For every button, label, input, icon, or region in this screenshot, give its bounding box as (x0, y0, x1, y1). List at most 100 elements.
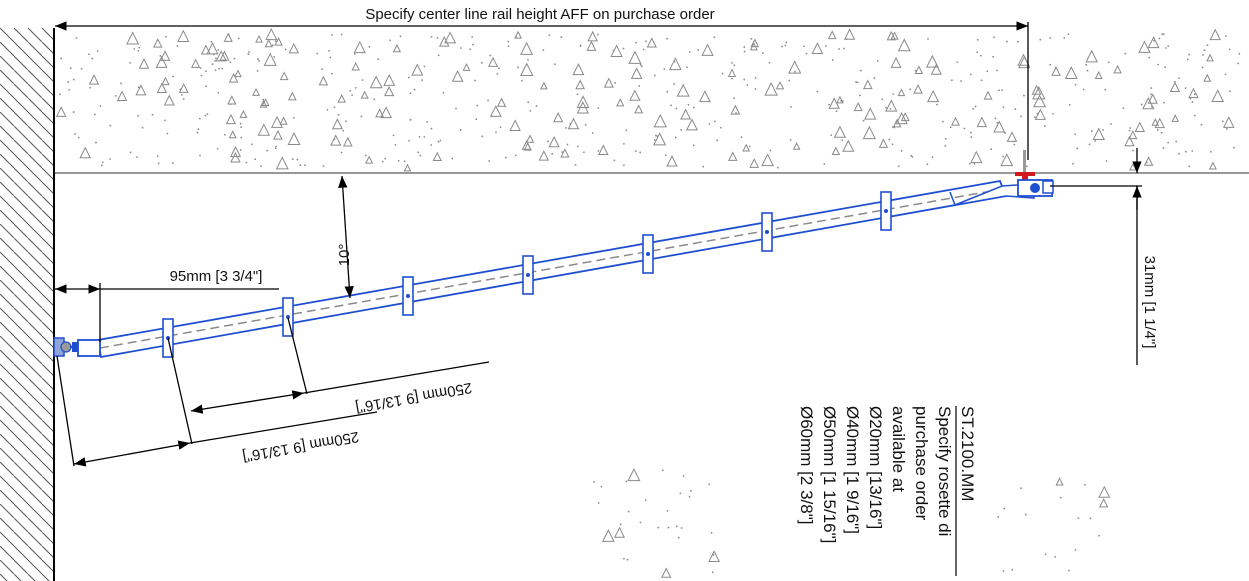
concrete-aggregate (487, 56, 499, 67)
concrete-speck (504, 156, 507, 159)
concrete-speck (88, 53, 90, 56)
concrete-speck (881, 98, 884, 101)
concrete-speck (1054, 555, 1057, 558)
concrete-speck (566, 143, 569, 146)
concrete-aggregate (764, 82, 778, 96)
concrete-speck (67, 81, 70, 84)
concrete-speck (1104, 88, 1107, 91)
concrete-aggregate (279, 71, 289, 81)
concrete-speck (576, 93, 579, 96)
concrete-speck (77, 136, 80, 139)
concrete-speck (1206, 44, 1209, 47)
concrete-speck (351, 94, 353, 97)
concrete-speck (397, 159, 400, 162)
concrete-speck (437, 140, 440, 143)
concrete-aggregate (538, 150, 550, 161)
concrete-speck (151, 113, 154, 116)
concrete-speck (421, 79, 423, 82)
concrete-speck (685, 66, 688, 69)
concrete-speck (713, 36, 716, 39)
concrete-aggregate (228, 130, 237, 139)
note-code: ST.2100.MM (958, 406, 977, 501)
concrete-aggregate (1208, 161, 1217, 170)
concrete-speck (639, 63, 642, 66)
concrete-speck (653, 74, 656, 77)
concrete-speck (480, 61, 483, 64)
concrete-aggregate (288, 42, 300, 54)
concrete-speck (215, 57, 217, 60)
top-dimension: Specify center line rail height AFF on p… (55, 6, 1029, 160)
concrete-speck (980, 79, 983, 82)
concrete-speck (228, 34, 230, 36)
concrete-speck (860, 69, 862, 72)
concrete-speck (830, 134, 833, 137)
concrete-aggregate (275, 156, 289, 170)
concrete-speck (1150, 93, 1152, 96)
concrete-speck (1156, 129, 1159, 131)
concrete-speck (1148, 56, 1151, 59)
concrete-speck (459, 129, 462, 131)
concrete-speckle-pattern (55, 27, 1241, 172)
concrete-speck (413, 88, 416, 91)
concrete-speck (157, 162, 160, 165)
concrete-speck (634, 150, 637, 153)
concrete-speck (1024, 513, 1027, 516)
concrete-speck (377, 58, 380, 61)
concrete-aggregate (270, 115, 284, 128)
concrete-speck (1052, 112, 1054, 115)
concrete-speck (1090, 130, 1093, 133)
concrete-speck (166, 132, 169, 135)
concrete-speck (960, 80, 962, 82)
concrete-aggregate (627, 468, 641, 482)
concrete-aggregate (177, 29, 190, 42)
concrete-speck (561, 151, 564, 153)
concrete-speck (345, 120, 347, 123)
concrete-speck (542, 49, 545, 52)
concrete-speck (956, 61, 959, 63)
concrete-speck (689, 489, 692, 492)
concrete-speck (638, 85, 641, 87)
concrete-speck (1020, 487, 1022, 490)
concrete-speck (805, 52, 808, 55)
concrete-aggregate (853, 101, 863, 112)
concrete-aggregate (913, 84, 923, 94)
concrete-speck (218, 67, 220, 70)
drop-height-label: 31mm [1 1/4"] (1141, 256, 1158, 349)
concrete-speck (274, 147, 277, 150)
concrete-aggregate (613, 526, 626, 538)
concrete-speck (1068, 569, 1070, 572)
concrete-aggregate (265, 27, 278, 41)
concrete-speck (1175, 140, 1178, 143)
concrete-aggregate (1142, 96, 1155, 110)
concrete-speck (1006, 40, 1008, 43)
concrete-speck (204, 114, 207, 117)
concrete-speck (640, 65, 643, 68)
concrete-speck (138, 46, 141, 49)
concrete-speck (409, 118, 412, 121)
concrete-speck (60, 57, 63, 60)
concrete-speck (721, 72, 724, 75)
concrete-aggregate (1051, 66, 1061, 76)
concrete-speck (950, 79, 953, 82)
concrete-speck (584, 123, 587, 126)
concrete-speck (442, 91, 445, 94)
concrete-speck (384, 157, 387, 160)
concrete-speck (876, 60, 879, 62)
concrete-aggregate (610, 44, 623, 57)
concrete-speck (239, 149, 242, 151)
concrete-speck (1191, 101, 1194, 103)
concrete-speck (137, 49, 140, 52)
concrete-speck (711, 571, 714, 574)
concrete-aggregate (892, 118, 902, 128)
concrete-speck (1039, 38, 1042, 41)
concrete-speck (663, 68, 666, 71)
concrete-aggregate (1006, 131, 1018, 142)
concrete-aggregate (993, 120, 1006, 133)
concrete-speck (389, 39, 391, 42)
concrete-speck (942, 120, 944, 123)
concrete-speck (217, 49, 220, 51)
concrete-speck (129, 151, 132, 154)
concrete-speck (1074, 548, 1077, 551)
concrete-speck (164, 119, 166, 122)
concrete-speck (1200, 123, 1203, 126)
